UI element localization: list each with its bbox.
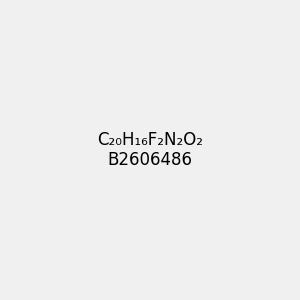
Text: C₂₀H₁₆F₂N₂O₂
B2606486: C₂₀H₁₆F₂N₂O₂ B2606486: [97, 130, 203, 170]
